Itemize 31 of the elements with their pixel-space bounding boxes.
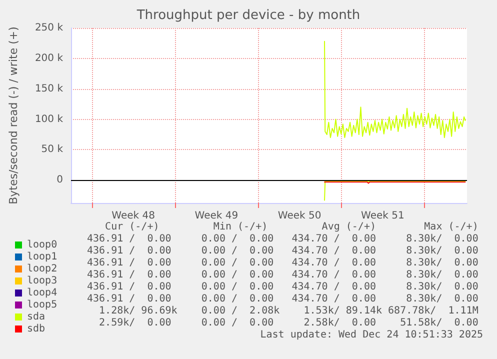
text: 436.91 / 0.00 0.00 / 0.00 434.70 / 0.00 8.30k/ 0.00 [87,234,478,244]
x-tick-label: Week 48 [112,210,155,222]
x-tick-label: Week 51 [361,210,404,222]
text: 436.91 / 0.00 0.00 / 0.00 434.70 / 0.00 8.30k/ 0.00 [87,258,478,268]
text: 436.91 / 0.00 0.00 / 0.00 434.70 / 0.00 8.30k/ 0.00 [87,294,478,304]
text: 436.91 / 0.00 0.00 / 0.00 434.70 / 0.00 8.30k/ 0.00 [87,270,478,280]
text: Last update: Wed Dec 24 10:51:33 2025 [260,330,484,340]
y-tick-label: 250 k [34,22,64,34]
text: 436.91 / 0.00 0.00 / 0.00 434.70 / 0.00 8.30k/ 0.00 [87,282,478,292]
y-tick-label: 0 [56,174,63,186]
text: 1.28k/ 96.69k 0.00 / 2.08k 1.53k/ 89.14k 687.78k/ 1.11M [87,306,478,316]
y-tick-label: 50 k [41,144,64,156]
legend-label: loop3 [27,276,58,286]
y-tick-label: 200 k [34,52,64,64]
legend-label: loop5 [27,300,58,310]
x-tick-label: Week 50 [278,210,322,222]
y-tick-label: 100 k [34,114,64,125]
y-axis-title: Bytes/second read (-) / write (+) [7,26,20,204]
legend-label: sdb [27,324,46,334]
line-series [324,40,466,138]
chart-title: Throughput per device - by month [136,8,360,23]
text: Cur (-/+) Min (-/+) Avg (-/+) Max (-/+) [87,222,478,232]
text: 2.59k/ 0.00 0.00 / 0.00 2.58k/ 0.00 51.58k/ 0.00 [87,318,478,328]
text: 436.91 / 0.00 0.00 / 0.00 434.70 / 0.00 8.30k/ 0.00 [87,246,478,256]
legend-label: sda [27,312,46,322]
legend-label: loop4 [27,288,58,298]
legend-label: loop2 [27,264,58,274]
x-tick-label: Week 49 [194,210,238,222]
legend-label: loop1 [27,252,58,262]
y-tick-label: 150 k [34,83,64,94]
legend-label: loop0 [27,240,58,250]
